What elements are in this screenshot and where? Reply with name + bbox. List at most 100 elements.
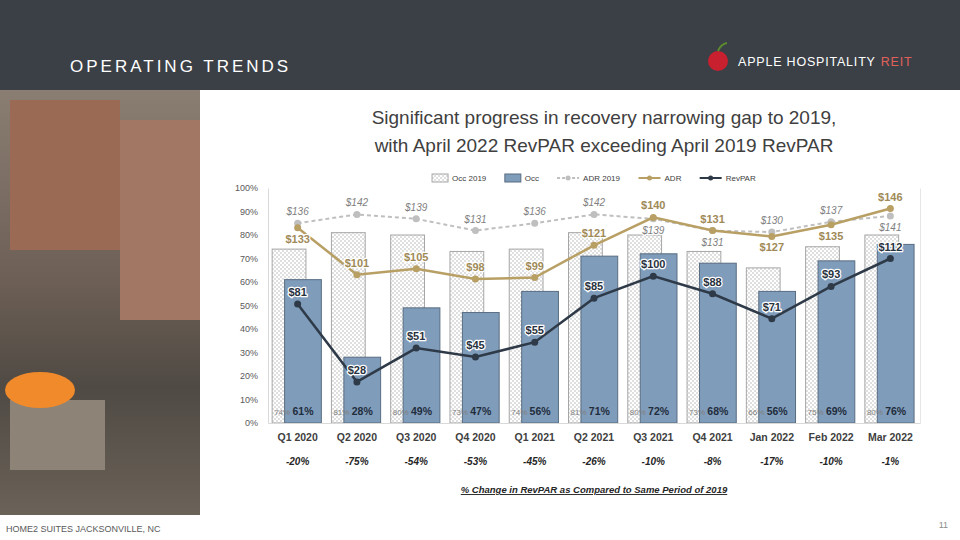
bar-label: 28%	[352, 405, 374, 417]
x-tick-label: Q2 2021	[574, 431, 614, 443]
bar	[522, 291, 559, 423]
line	[298, 259, 891, 382]
legend-marker	[566, 176, 571, 181]
marker	[768, 233, 775, 240]
y-tick-label: 0%	[245, 418, 258, 428]
y-tick-label: 60%	[240, 277, 258, 287]
bar-label: 71%	[589, 405, 611, 417]
x-tick: Q3 2021	[633, 423, 673, 443]
line-label: $105	[404, 251, 428, 263]
bar	[403, 308, 440, 423]
bar-label: 61%	[292, 405, 314, 417]
marker	[531, 339, 538, 346]
x-tick: Q4 2020	[455, 423, 495, 443]
x-tick-label: Q3 2020	[396, 431, 436, 443]
bar-label: 80%	[630, 408, 646, 417]
logo-suffix: REIT	[881, 55, 913, 69]
bar-label: 81%	[333, 408, 349, 417]
legend-label: RevPAR	[726, 174, 756, 183]
line-label: $127	[760, 241, 784, 253]
y2-axis-line	[920, 189, 921, 424]
legend-item: Occ 2019	[432, 174, 487, 183]
line-label: $121	[582, 227, 606, 239]
bar-label: 76%	[885, 405, 907, 417]
x-tick-label: Mar 2022	[868, 431, 913, 443]
marker	[472, 276, 479, 283]
line-label: $139	[404, 202, 428, 213]
y-tick: 60%	[240, 277, 268, 287]
legend-marker	[708, 176, 713, 181]
line-label: $130	[760, 215, 784, 226]
line-label: $137	[819, 205, 843, 216]
line-label: $135	[819, 230, 843, 242]
bar	[285, 280, 322, 423]
photo	[0, 90, 200, 515]
x-tick-label: Q2 2020	[337, 431, 377, 443]
y-axis-line	[268, 189, 269, 424]
x-tick: Q1 2020	[277, 423, 317, 443]
bar-label: 49%	[411, 405, 433, 417]
line	[298, 209, 891, 279]
marker	[591, 295, 598, 302]
y-tick-label: 20%	[240, 371, 258, 381]
marker	[472, 353, 479, 360]
x-tick: Q2 2021	[574, 423, 614, 443]
marker	[294, 224, 301, 231]
bar-label: 74%	[511, 408, 527, 417]
line-label: $133	[285, 233, 309, 245]
x-tick-label: Jan 2022	[750, 431, 795, 443]
change-label: -10%	[642, 456, 665, 467]
line-label: $55	[526, 324, 544, 336]
legend-item: ADR	[639, 174, 682, 183]
change-caption: % Change in RevPAR as Compared to Same P…	[461, 484, 728, 495]
logo-leaf	[718, 43, 727, 51]
photo-building	[120, 120, 200, 320]
marker	[413, 345, 420, 352]
x-axis-line	[269, 423, 921, 424]
y-tick: 30%	[240, 348, 268, 358]
change-label: -75%	[345, 456, 368, 467]
bar-label: 56%	[767, 405, 789, 417]
bar-label: 47%	[470, 405, 492, 417]
legend-label: Occ 2019	[452, 174, 487, 183]
marker	[353, 378, 360, 385]
x-tick: Mar 2022	[868, 423, 913, 443]
bar-label: 69%	[826, 405, 848, 417]
line-label: $140	[641, 199, 665, 211]
line-label: $99	[526, 260, 544, 272]
marker	[413, 265, 420, 272]
line-label: $98	[466, 261, 484, 273]
y-tick-label: 70%	[240, 254, 258, 264]
bar-label: 72%	[648, 405, 670, 417]
x-tick-label: Q1 2021	[515, 431, 555, 443]
change-label: -10%	[819, 456, 842, 467]
logo-icon	[708, 51, 728, 71]
line-label: $112	[878, 241, 902, 253]
y2-axis	[920, 189, 921, 424]
legend-swatch	[505, 174, 521, 182]
line-label: $141	[878, 222, 901, 233]
change-label: -8%	[704, 456, 722, 467]
y-tick: 50%	[240, 301, 268, 311]
line-label: $93	[822, 268, 840, 280]
y-tick-label: 80%	[240, 230, 258, 240]
legend-swatch	[432, 174, 448, 182]
photo-building	[10, 100, 120, 250]
y-tick: 20%	[240, 371, 268, 381]
photo-fire	[5, 372, 75, 408]
change-label: -54%	[405, 456, 428, 467]
marker	[353, 271, 360, 278]
bar-label: 81%	[571, 408, 587, 417]
legend-item: RevPAR	[700, 174, 756, 183]
change-row: -20%-75%-54%-53%-45%-26%-10%-8%-17%-10%-…	[286, 456, 899, 467]
line-label: $45	[466, 339, 484, 351]
change-label: -53%	[464, 456, 487, 467]
y-tick: 0%	[245, 418, 268, 428]
y-tick-label: 100%	[235, 183, 258, 193]
legend-item: Occ	[505, 174, 539, 183]
y-tick-label: 30%	[240, 348, 258, 358]
x-tick: Q4 2021	[692, 423, 732, 443]
x-tick: Q2 2020	[337, 423, 377, 443]
x-tick: Q3 2020	[396, 423, 436, 443]
marker	[591, 242, 598, 249]
